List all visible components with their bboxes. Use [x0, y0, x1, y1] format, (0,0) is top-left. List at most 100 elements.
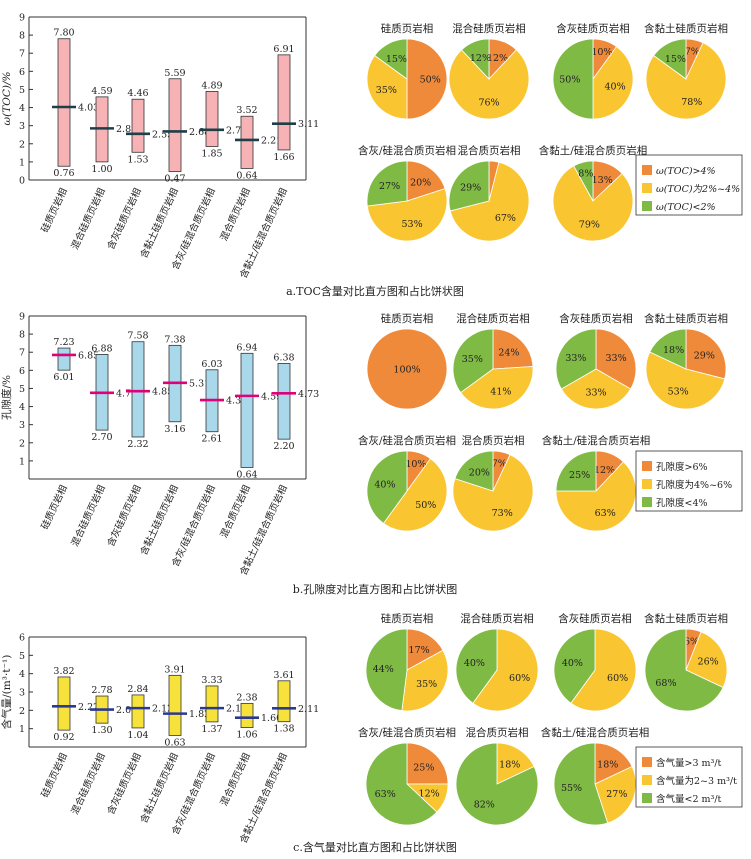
legend-entry: 孔隙度<4% — [656, 497, 708, 509]
pie-title: 硅质页岩相 — [381, 312, 434, 325]
range-bar — [240, 702, 254, 728]
y-tick-label: 6 — [19, 67, 25, 78]
legend-swatch — [642, 775, 652, 785]
pie-slice-label: 63% — [595, 508, 616, 519]
category-label: 混合质页岩相 — [218, 186, 253, 243]
pie-title: 含灰/硅混合质页岩相 — [358, 144, 456, 157]
min-label: 0.47 — [164, 173, 185, 184]
avg-label: 2.68 — [189, 127, 210, 138]
range-bar — [168, 674, 182, 736]
pie-slice — [592, 46, 634, 120]
min-label: 3.16 — [164, 424, 185, 435]
pie-slice-label: 63% — [375, 789, 396, 800]
pie-slice-label: 20% — [410, 178, 431, 189]
pie-slice — [492, 328, 534, 370]
pie-title: 混合硅质页岩相 — [460, 612, 534, 625]
pie-slice-label: 25% — [569, 470, 590, 481]
category-label: 含黏土硅质页岩相 — [138, 751, 181, 825]
legend-entry: 孔隙度>6% — [656, 461, 708, 473]
pie-slice-label: 18% — [499, 759, 520, 770]
pie-slice-label: 40% — [464, 658, 485, 669]
legend-entry: 含气量>3 m³/t — [656, 757, 722, 769]
range-bar — [205, 685, 219, 723]
y-tick-label: 6 — [19, 633, 25, 644]
pie-charts-a-pie: 硅质页岩相 50% 35% 15% 混合硅质页岩相 12% 76% 12% 含灰硅质页岩相 10%… — [358, 22, 728, 242]
pie-title: 含黏土硅质页岩相 — [644, 22, 728, 35]
avg-label: 4.36 — [226, 396, 247, 407]
min-label: 2.70 — [91, 432, 112, 443]
pie-slice-label: 26% — [698, 657, 719, 668]
pie-slice — [406, 628, 444, 671]
pie-title: 硅质页岩相 — [381, 612, 434, 625]
pie-slice — [449, 161, 530, 242]
avg-label: 4.59 — [261, 391, 282, 402]
max-label: 6.38 — [273, 352, 294, 363]
pie-slice — [460, 366, 534, 410]
range-bar — [131, 98, 145, 153]
y-tick-label: 1 — [19, 456, 25, 467]
pie-slice — [401, 649, 449, 712]
pie-slice-label: 13% — [592, 175, 613, 186]
min-label: 2.20 — [273, 441, 294, 452]
y-tick-label: 1 — [19, 157, 25, 168]
category-label: 混合硅质页岩相 — [69, 186, 108, 251]
legend-swatch — [642, 183, 652, 193]
pie-slice-label: 12% — [419, 788, 440, 799]
min-label: 0.64 — [236, 170, 257, 181]
legend-swatch — [642, 757, 652, 767]
pie-slice-label: 100% — [393, 365, 420, 376]
range-bar — [57, 676, 71, 731]
pie-slice — [555, 328, 597, 390]
y-tick-label: 8 — [19, 330, 25, 341]
min-label: 1.66 — [273, 152, 294, 163]
pie-slice — [448, 160, 490, 212]
min-label: 1.30 — [91, 725, 112, 736]
min-label: 1.00 — [91, 164, 112, 175]
pie-title: 混合质页岩相 — [466, 726, 529, 739]
range-bar — [277, 363, 291, 440]
range-bar — [57, 347, 71, 371]
min-label: 1.38 — [273, 724, 294, 735]
pie-title: 含黏土硅质页岩相 — [644, 612, 728, 625]
figure-caption: b.孔隙度对比直方图和占比饼状图 — [293, 582, 458, 596]
y-tick-label: 4 — [19, 402, 25, 413]
y-tick-label: 4 — [19, 669, 25, 680]
range-bar — [168, 78, 182, 172]
min-label: 0.64 — [236, 469, 257, 480]
min-label: 2.61 — [201, 434, 222, 445]
y-tick-label: 5 — [19, 651, 25, 662]
pie-slice — [382, 458, 448, 532]
pie-slice-label: 50% — [420, 75, 441, 86]
category-label: 硅质页岩相 — [39, 483, 70, 531]
pie-slice — [595, 328, 637, 390]
pie-slice-label: 20% — [469, 468, 490, 479]
category-label: 含灰硅质页岩相 — [105, 483, 144, 548]
pie-slice-label: 35% — [376, 85, 397, 96]
pie-slice-label: 53% — [401, 219, 422, 230]
avg-label: 2.22 — [78, 702, 99, 713]
y-tick-label: 3 — [19, 420, 25, 431]
max-label: 2.84 — [127, 684, 148, 695]
pie-slice-label: 12% — [487, 53, 508, 64]
pie-slice — [644, 628, 724, 712]
pie-slice-label: 7% — [492, 458, 507, 469]
pie-slice-label: 68% — [655, 678, 676, 689]
pie-slice — [555, 450, 597, 492]
pie-slice — [685, 631, 728, 688]
avg-label: 2.11 — [298, 704, 319, 715]
pie-slice — [570, 628, 637, 712]
min-label: 0.92 — [53, 732, 74, 743]
pie-title: 含灰硅质页岩相 — [559, 312, 633, 325]
y-tick-label: 4 — [19, 103, 25, 114]
pie-title: 含灰/硅混合质页岩相 — [358, 434, 456, 447]
pie-title: 含灰/硅混合质页岩相 — [358, 726, 456, 739]
y-tick-label: 8 — [19, 31, 25, 42]
legend-entry: ω(TOC)>4% — [656, 166, 716, 177]
avg-label: 3.11 — [298, 119, 319, 130]
pie-slice — [472, 628, 539, 712]
pie-slice — [553, 742, 609, 826]
category-label: 混合质页岩相 — [218, 483, 253, 540]
pie-slice — [455, 742, 539, 826]
pie-slice — [645, 42, 727, 120]
pie-title: 混合质页岩相 — [462, 434, 525, 447]
